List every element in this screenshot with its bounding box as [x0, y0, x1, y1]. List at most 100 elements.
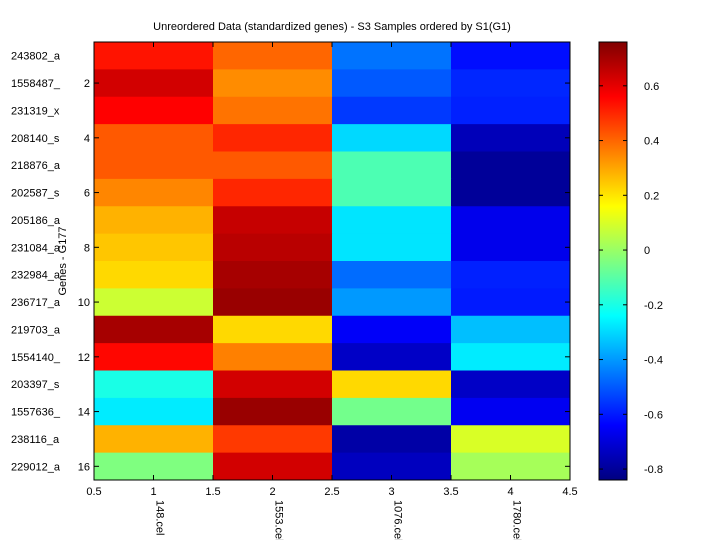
heatmap-cell	[213, 343, 333, 372]
column-label: 148.cel	[154, 500, 166, 535]
x-tick-label: 4.5	[562, 486, 577, 498]
heatmap-cell	[94, 343, 214, 372]
row-label: 232984_a	[11, 270, 61, 282]
y-tick-label: 16	[78, 461, 90, 473]
heatmap-cell	[213, 425, 333, 454]
heatmap-cell	[451, 151, 571, 180]
colorbar-tick-label: -0.8	[644, 464, 663, 476]
heatmap-cell	[332, 124, 452, 153]
row-label: 1554140_	[11, 352, 61, 364]
heatmap-cell	[451, 69, 571, 98]
x-tick-label: 3	[388, 486, 394, 498]
row-label: 229012_a	[11, 461, 61, 473]
y-tick-label: 2	[84, 78, 90, 90]
heatmap-cell	[332, 233, 452, 262]
y-tick-label: 6	[84, 188, 90, 200]
colorbar-tick-label: 0	[644, 245, 650, 257]
column-label: 1553.cel	[273, 500, 285, 540]
heatmap-cell	[94, 206, 214, 235]
colorbar-tick-label: 0.4	[644, 136, 659, 148]
row-label: 1558487_	[11, 78, 61, 90]
heatmap-cell	[332, 96, 452, 125]
row-label: 208140_s	[11, 133, 60, 145]
heatmap-cell	[451, 425, 571, 454]
y-axis: 2 4 6 8 10 12 14 16	[78, 78, 570, 473]
y-axis-label: Genes - G177	[57, 226, 69, 295]
colorbar-tick-label: 0.2	[644, 190, 659, 202]
row-label: 219703_a	[11, 324, 61, 336]
heatmap-cell	[213, 69, 333, 98]
heatmap-cell	[332, 261, 452, 289]
heatmap-cell	[332, 178, 452, 207]
x-axis: 0.5 1 1.5 2 2.5 3 3.5 4 4.5	[86, 42, 578, 498]
column-labels: 148.cel 1553.cel 1076.cel 1780.cel	[154, 500, 523, 540]
heatmap-cell	[94, 233, 214, 262]
column-label: 1076.cel	[392, 500, 404, 540]
x-tick-label: 2.5	[324, 486, 339, 498]
heatmap-cell	[451, 315, 571, 344]
heatmap-cell	[213, 151, 333, 180]
heatmap-cell	[451, 370, 571, 399]
heatmap-cell	[332, 288, 452, 317]
heatmap-cell	[451, 233, 571, 262]
y-tick-label: 8	[84, 242, 90, 254]
heatmap-cell	[332, 315, 452, 344]
heatmap-cell	[94, 288, 214, 317]
row-labels: 243802_a 1558487_ 231319_x 208140_s 218876_a…	[11, 51, 61, 474]
heatmap-cell	[332, 206, 452, 235]
row-label: 238116_a	[11, 434, 60, 446]
row-label: 205186_a	[11, 215, 61, 227]
heatmap-cell	[94, 151, 214, 180]
heatmap-cell	[332, 370, 452, 399]
heatmap-cell	[94, 315, 214, 344]
heatmap-cell	[451, 397, 571, 426]
row-label: 231084_a	[11, 242, 61, 254]
row-label: 236717_a	[11, 297, 61, 309]
heatmap-cell	[332, 151, 452, 180]
heatmap-cell	[213, 124, 333, 153]
heatmap-cell	[213, 178, 333, 207]
heatmap-cell	[451, 261, 571, 289]
heatmap-cell	[332, 397, 452, 426]
column-label: 1780.cel	[511, 500, 523, 540]
colorbar-tick-label: -0.6	[644, 409, 663, 421]
heatmap-cell	[94, 370, 214, 399]
heatmap-cell	[213, 315, 333, 344]
chart-title: Unreordered Data (standardized genes) - …	[153, 21, 511, 33]
x-tick-label: 0.5	[86, 486, 101, 498]
heatmap-cell	[94, 261, 214, 289]
x-tick-label: 3.5	[443, 486, 458, 498]
heatmap-cell	[213, 288, 333, 317]
heatmap-cell	[94, 397, 214, 426]
heatmap-cell	[213, 261, 333, 289]
row-label: 1557636_	[11, 407, 61, 419]
row-label: 203397_s	[11, 379, 60, 391]
colorbar	[598, 41, 628, 481]
heatmap-cell	[213, 370, 333, 399]
heatmap-cell	[332, 343, 452, 372]
row-label: 231319_x	[11, 105, 60, 117]
row-label: 243802_a	[11, 51, 61, 63]
row-label: 202587_s	[11, 188, 60, 200]
row-label: 218876_a	[11, 160, 61, 172]
heatmap-cell	[451, 288, 571, 317]
colorbar-ticks: -0.8 -0.6 -0.4 -0.2 0 0.2 0.4 0.6	[599, 81, 663, 476]
heatmap-cells	[94, 42, 571, 481]
colorbar-tick-label: 0.6	[644, 81, 659, 93]
heatmap-cell	[451, 343, 571, 372]
x-tick-label: 2	[269, 486, 275, 498]
y-tick-label: 14	[78, 407, 90, 419]
heatmap-cell	[332, 69, 452, 98]
heatmap-cell	[94, 96, 214, 125]
y-tick-label: 4	[84, 133, 90, 145]
colorbar-tick-label: -0.2	[644, 300, 663, 312]
x-tick-label: 1	[150, 486, 156, 498]
heatmap-cell	[451, 96, 571, 125]
heatmap-cell	[451, 178, 571, 207]
heatmap-cell	[213, 397, 333, 426]
x-tick-label: 1.5	[205, 486, 220, 498]
colorbar-tick-label: -0.4	[644, 355, 663, 367]
heatmap-cell	[94, 425, 214, 454]
heatmap-cell	[94, 124, 214, 153]
